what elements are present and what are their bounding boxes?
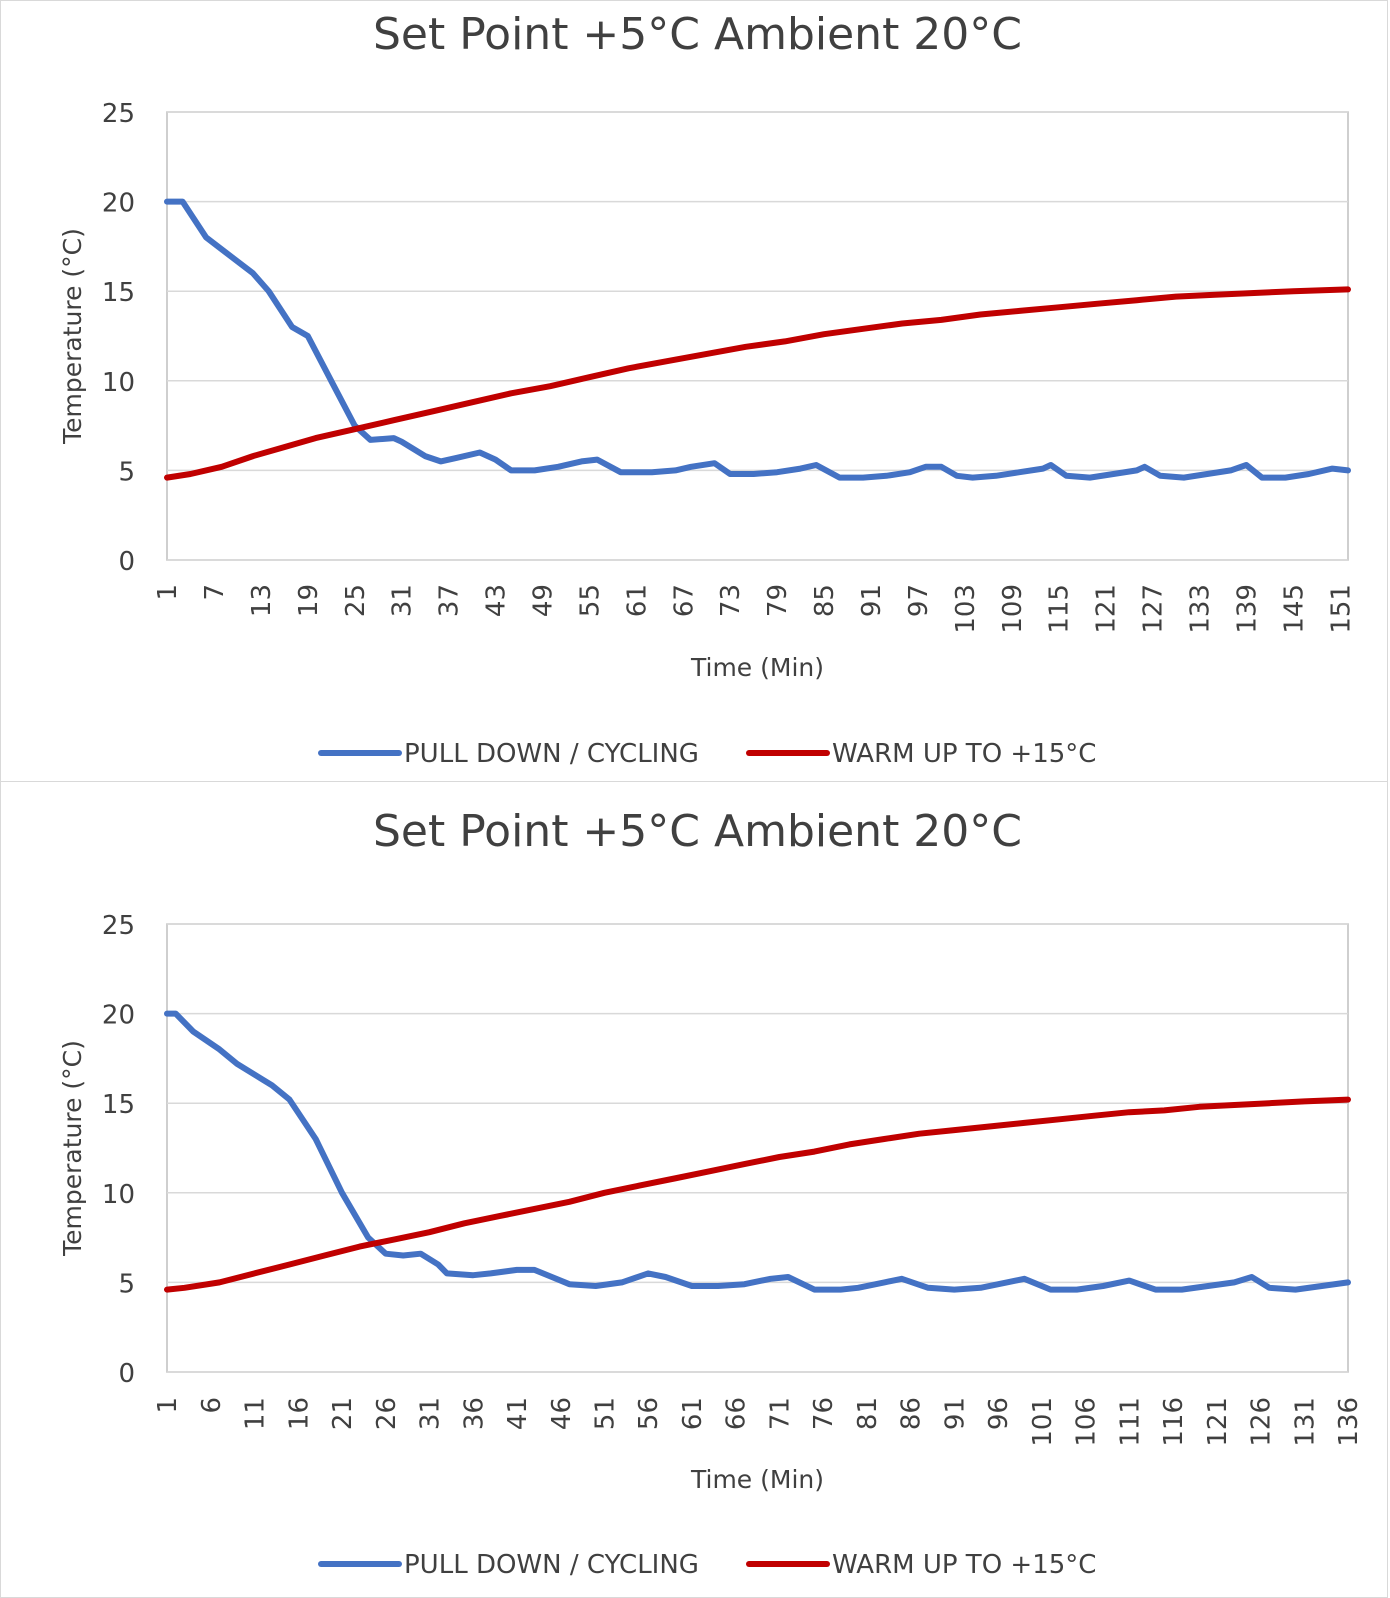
x-tick-label: 66	[722, 1397, 752, 1430]
x-tick-label: 46	[547, 1397, 577, 1430]
series-line-pull-down-cycling	[164, 1010, 1351, 1293]
x-tick-label: 71	[765, 1397, 795, 1430]
x-tick-label: 101	[1028, 1397, 1058, 1447]
x-tick-label: 37	[435, 584, 465, 617]
x-tick-label: 25	[341, 584, 371, 617]
x-tick-label: 55	[575, 584, 605, 617]
x-tick-label: 115	[1045, 584, 1075, 634]
x-tick-label: 51	[591, 1397, 621, 1430]
x-tick-label: 133	[1185, 584, 1215, 634]
x-tick-label: 109	[998, 584, 1028, 634]
x-tick-label: 81	[853, 1397, 883, 1430]
y-tick-label: 15	[102, 1090, 135, 1120]
x-tick-label: 49	[529, 584, 559, 617]
x-tick-label: 76	[809, 1397, 839, 1430]
chart-title: Set Point +5°C Ambient 20°C	[373, 9, 1022, 60]
x-tick-label: 43	[482, 584, 512, 617]
y-tick-label: 15	[102, 278, 135, 308]
y-axis-label: Temperature (°C)	[58, 228, 87, 445]
y-tick-label: 0	[118, 547, 135, 577]
x-axis-label: Time (Min)	[690, 653, 824, 682]
chart-title: Set Point +5°C Ambient 20°C	[373, 806, 1022, 857]
x-tick-label: 126	[1247, 1397, 1277, 1447]
legend-label: WARM UP TO +15°C	[832, 739, 1096, 769]
x-tick-label: 31	[388, 584, 418, 617]
x-tick-label: 121	[1092, 584, 1122, 634]
x-tick-label: 19	[294, 584, 324, 617]
x-tick-label: 41	[503, 1397, 533, 1430]
y-tick-label: 10	[102, 1180, 135, 1210]
x-tick-label: 97	[904, 584, 934, 617]
series-line-pull-down-cycling	[164, 198, 1351, 481]
x-tick-label: 31	[416, 1397, 446, 1430]
x-tick-label: 85	[810, 584, 840, 617]
plot-area	[166, 111, 1349, 561]
x-tick-label: 116	[1159, 1397, 1189, 1447]
x-tick-label: 21	[328, 1397, 358, 1430]
x-tick-label: 61	[678, 1397, 708, 1430]
x-tick-label: 61	[622, 584, 652, 617]
x-tick-label: 91	[940, 1397, 970, 1430]
x-tick-label: 106	[1072, 1397, 1102, 1447]
x-tick-label: 145	[1279, 584, 1309, 634]
x-tick-label: 13	[247, 584, 277, 617]
x-tick-label: 1	[153, 584, 183, 601]
x-tick-label: 127	[1139, 584, 1169, 634]
y-tick-label: 25	[102, 911, 135, 941]
x-tick-label: 16	[284, 1397, 314, 1430]
x-tick-label: 11	[241, 1397, 271, 1430]
y-tick-label: 20	[102, 189, 135, 219]
x-tick-label: 73	[716, 584, 746, 617]
x-tick-label: 7	[200, 584, 230, 601]
x-tick-label: 103	[951, 584, 981, 634]
x-tick-label: 151	[1326, 584, 1356, 634]
x-tick-label: 91	[857, 584, 887, 617]
y-tick-label: 10	[102, 368, 135, 398]
x-tick-label: 111	[1115, 1397, 1145, 1447]
legend-label: PULL DOWN / CYCLING	[404, 1550, 699, 1580]
x-tick-label: 121	[1203, 1397, 1233, 1447]
x-tick-label: 36	[459, 1397, 489, 1430]
plot-area	[166, 923, 1349, 1373]
series-line-warm-up	[164, 286, 1351, 481]
chart-panel-2: Set Point +5°C Ambient 20°C 0 5 10 15 20 25 1 6 1…	[0, 781, 1388, 1598]
x-tick-label: 1	[153, 1397, 183, 1414]
y-tick-label: 20	[102, 1001, 135, 1031]
y-tick-label: 5	[118, 457, 135, 487]
series-line-warm-up	[164, 1096, 1351, 1293]
legend-label: PULL DOWN / CYCLING	[404, 739, 699, 769]
y-tick-label: 5	[118, 1269, 135, 1299]
chart-panel-1: Set Point +5°C Ambient 20°C 0 5 10 15 20 25 1 7 1…	[0, 0, 1388, 783]
x-tick-label: 79	[763, 584, 793, 617]
x-tick-label: 131	[1290, 1397, 1320, 1447]
x-tick-label: 56	[634, 1397, 664, 1430]
x-tick-label: 6	[197, 1397, 227, 1414]
y-axis-label: Temperature (°C)	[58, 1040, 87, 1257]
x-tick-label: 86	[897, 1397, 927, 1430]
x-tick-label: 26	[372, 1397, 402, 1430]
x-tick-label: 136	[1334, 1397, 1364, 1447]
y-tick-label: 0	[118, 1359, 135, 1389]
legend-label: WARM UP TO +15°C	[832, 1550, 1096, 1580]
x-axis-label: Time (Min)	[690, 1465, 824, 1494]
x-tick-label: 67	[669, 584, 699, 617]
x-tick-label: 139	[1232, 584, 1262, 634]
y-tick-label: 25	[102, 99, 135, 129]
x-tick-label: 96	[984, 1397, 1014, 1430]
